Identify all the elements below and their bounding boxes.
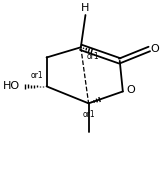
Text: HO: HO [3,81,20,91]
Text: or1: or1 [31,71,43,80]
Text: H: H [81,3,90,13]
Text: or1: or1 [82,110,95,119]
Text: O: O [127,85,135,95]
Text: O: O [151,44,160,54]
Text: or1: or1 [87,52,100,61]
